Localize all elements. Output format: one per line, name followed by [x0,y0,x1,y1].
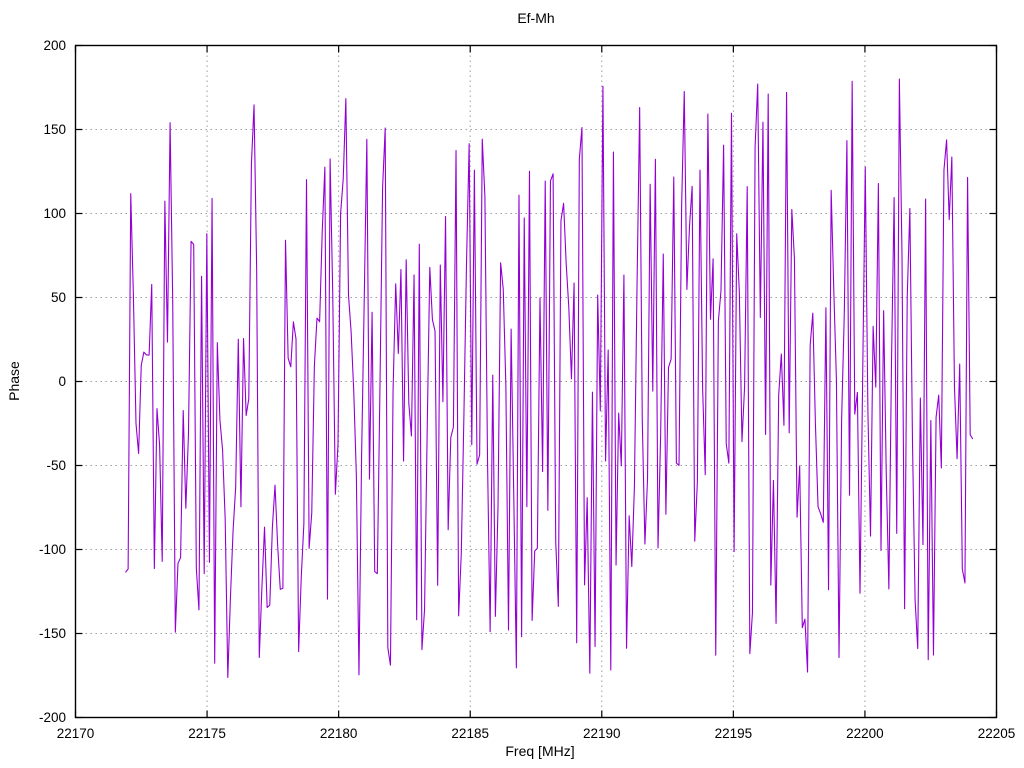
y-axis-title: Phase [6,361,22,401]
chart-title: Ef-Mh [517,10,555,26]
y-tick-label: -100 [38,541,66,557]
y-tick-label: -150 [38,625,66,641]
x-tick-label: 22180 [319,726,358,741]
x-tick-label: 22195 [714,726,753,741]
y-tick-label: -50 [46,457,66,473]
data-series-line [125,78,974,679]
y-tick-label: -200 [38,709,66,725]
x-tick-label: 22200 [846,726,884,741]
x-tick-label: 22190 [583,726,621,741]
y-tick-label: 50 [50,289,66,305]
tick-marks [74,44,998,719]
y-tick-label: 150 [43,121,66,137]
y-tick-label: 200 [43,37,66,53]
x-tick-label: 22170 [56,726,95,741]
x-tick-label: 22205 [977,726,1016,741]
x-axis-title: Freq [MHz] [505,743,575,759]
y-tick-label: 0 [58,373,66,389]
x-tick-label: 22175 [188,726,226,741]
x-tick-label: 22185 [451,726,489,741]
y-tick-label: 100 [43,205,66,221]
